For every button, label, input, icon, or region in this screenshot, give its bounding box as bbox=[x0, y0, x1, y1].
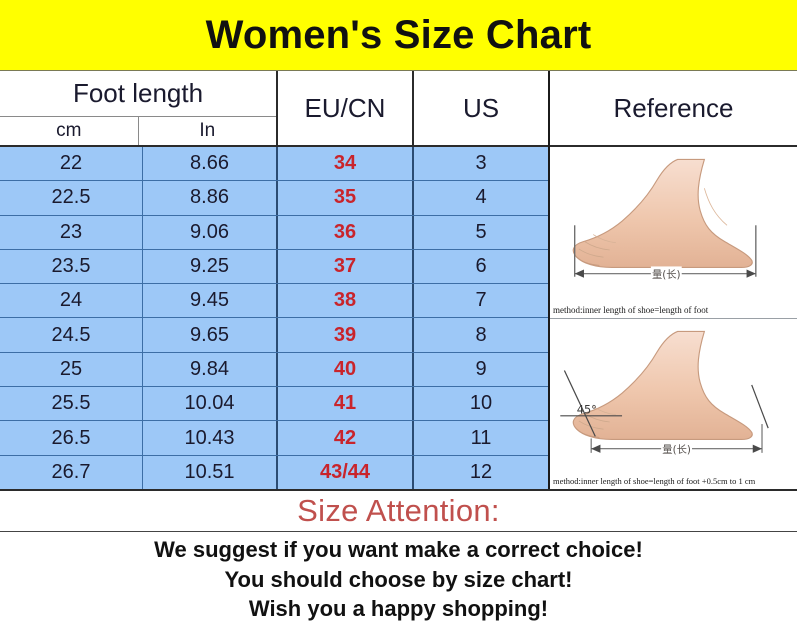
size-attention-heading: Size Attention: bbox=[297, 493, 500, 528]
cell-foot-length-cm: 24 bbox=[0, 284, 143, 318]
table-row: 25.5 10.04 41 10 bbox=[0, 387, 548, 422]
table-row: 22.5 8.86 35 4 bbox=[0, 181, 548, 216]
cell-us-size: 8 bbox=[414, 318, 548, 352]
cell-foot-length-in: 9.06 bbox=[143, 215, 278, 249]
cell-eu-cn-size: 38 bbox=[278, 284, 414, 318]
cell-foot-length-cm: 23 bbox=[0, 215, 143, 249]
cell-us-size: 10 bbox=[414, 387, 548, 421]
cell-foot-length-cm: 26.7 bbox=[0, 455, 143, 489]
cell-foot-length-in: 10.43 bbox=[143, 421, 278, 455]
foot-length-header-group: Foot length cm In bbox=[0, 71, 278, 145]
cell-eu-cn-size: 34 bbox=[278, 147, 414, 181]
cell-foot-length-cm: 23.5 bbox=[0, 249, 143, 284]
cell-us-size: 5 bbox=[414, 215, 548, 249]
cell-foot-length-in: 10.04 bbox=[143, 387, 278, 421]
cell-foot-length-in: 8.66 bbox=[143, 147, 278, 181]
cell-foot-length-in: 10.51 bbox=[143, 455, 278, 489]
page-title: Women's Size Chart bbox=[205, 13, 592, 57]
column-header-in: In bbox=[199, 120, 216, 141]
table-row: 23.5 9.25 37 6 bbox=[0, 249, 548, 285]
cell-foot-length-in: 9.45 bbox=[143, 284, 278, 318]
cell-us-size: 11 bbox=[414, 421, 548, 455]
cell-eu-cn-size: 36 bbox=[278, 215, 414, 249]
measure-label: 量(长) bbox=[652, 269, 681, 281]
cell-us-size: 4 bbox=[414, 181, 548, 215]
attention-note-line: You should choose by size chart! bbox=[224, 566, 573, 592]
table-row: 25 9.84 40 9 bbox=[0, 352, 548, 388]
column-header-cm: cm bbox=[0, 117, 139, 145]
cell-foot-length-in: 8.86 bbox=[143, 181, 278, 215]
column-header-us: US bbox=[462, 92, 500, 123]
cell-us-size: 12 bbox=[414, 455, 548, 489]
cell-foot-length-cm: 22.5 bbox=[0, 181, 143, 215]
foot-side-profile-angled-icon: 45° 量(长) bbox=[550, 319, 797, 474]
size-table: Foot length cm In EU/CN US 22 8.66 34 3 22.5… bbox=[0, 71, 797, 489]
cell-us-size: 3 bbox=[414, 147, 548, 181]
table-row: 26.5 10.43 42 11 bbox=[0, 421, 548, 456]
table-body: 22 8.66 34 3 22.5 8.86 35 4 23 9.06 36 5 23.5 9.25 37 6… bbox=[0, 147, 548, 489]
foot-side-profile-icon: 量(长) bbox=[550, 147, 797, 302]
reference-panel-angled: 45° 量(长) method:inner length of shoe=len… bbox=[550, 318, 797, 489]
cell-us-size: 6 bbox=[414, 249, 548, 284]
column-header-eu-cn: EU/CN bbox=[278, 71, 414, 145]
attention-note-line: Wish you a happy shopping! bbox=[248, 596, 549, 622]
cell-foot-length-in: 9.25 bbox=[143, 249, 278, 284]
measure-label: 量(长) bbox=[662, 443, 691, 455]
cell-foot-length-cm: 24.5 bbox=[0, 318, 143, 352]
cell-eu-cn-size: 41 bbox=[278, 387, 414, 421]
column-header-foot-length: Foot length bbox=[0, 71, 276, 117]
reference-caption-angled: method:inner length of shoe=length of fo… bbox=[553, 476, 756, 486]
angle-label: 45° bbox=[577, 402, 597, 416]
cell-eu-cn-size: 39 bbox=[278, 318, 414, 352]
cell-foot-length-in: 9.84 bbox=[143, 352, 278, 387]
chart-title-bar: Women's Size Chart bbox=[0, 0, 797, 71]
size-attention-bar: Size Attention: bbox=[0, 489, 797, 532]
measurements-block: Foot length cm In EU/CN US 22 8.66 34 3 22.5… bbox=[0, 71, 550, 489]
cell-eu-cn-size: 35 bbox=[278, 181, 414, 215]
cell-eu-cn-size: 37 bbox=[278, 249, 414, 284]
cell-foot-length-cm: 22 bbox=[0, 147, 143, 181]
cell-us-size: 9 bbox=[414, 352, 548, 387]
cell-foot-length-cm: 25.5 bbox=[0, 387, 143, 421]
table-row: 24.5 9.65 39 8 bbox=[0, 318, 548, 353]
cell-foot-length-in: 9.65 bbox=[143, 318, 278, 352]
table-row: 23 9.06 36 5 bbox=[0, 215, 548, 250]
reference-block: Reference bbox=[550, 71, 797, 489]
table-header-row: Foot length cm In EU/CN US bbox=[0, 71, 548, 147]
cell-eu-cn-size: 42 bbox=[278, 421, 414, 455]
column-header-reference: Reference bbox=[550, 71, 797, 147]
table-row: 22 8.66 34 3 bbox=[0, 147, 548, 182]
cell-foot-length-cm: 25 bbox=[0, 352, 143, 387]
table-row: 24 9.45 38 7 bbox=[0, 284, 548, 319]
attention-note-line: We suggest if you want make a correct ch… bbox=[154, 536, 643, 562]
table-row: 26.7 10.51 43/44 12 bbox=[0, 455, 548, 489]
reference-panels: 量(长) method:inner length of shoe=length … bbox=[550, 147, 797, 489]
cell-eu-cn-size: 43/44 bbox=[278, 455, 414, 489]
cell-us-size: 7 bbox=[414, 284, 548, 318]
reference-panel-flat: 量(长) method:inner length of shoe=length … bbox=[550, 147, 797, 319]
reference-caption-flat: method:inner length of shoe=length of fo… bbox=[553, 304, 709, 315]
attention-notes: We suggest if you want make a correct ch… bbox=[0, 532, 797, 630]
cell-foot-length-cm: 26.5 bbox=[0, 421, 143, 455]
cell-eu-cn-size: 40 bbox=[278, 352, 414, 387]
